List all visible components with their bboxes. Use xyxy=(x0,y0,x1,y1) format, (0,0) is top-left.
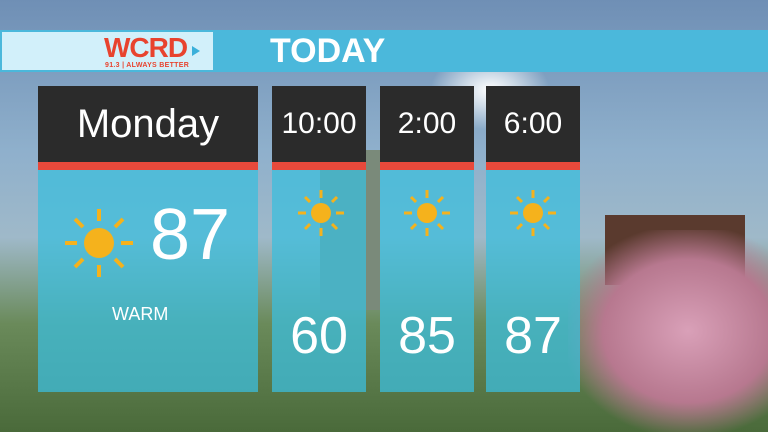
sun-icon xyxy=(404,190,450,236)
hour-time: 2:00 xyxy=(380,86,474,162)
hour-time: 10:00 xyxy=(272,86,366,162)
sun-icon xyxy=(510,190,556,236)
hour-panel: 10:00 60 xyxy=(272,86,366,392)
logo-tagline: 91.3 | ALWAYS BETTER xyxy=(105,62,190,69)
header-bar: WCRD 91.3 | ALWAYS BETTER TODAY xyxy=(0,30,768,72)
day-temp: 87 xyxy=(150,195,231,275)
hour-panel: 6:00 87 xyxy=(486,86,580,392)
sun-icon xyxy=(65,209,133,277)
day-condition: WARM xyxy=(112,304,169,324)
hour-panel: 2:00 85 xyxy=(380,86,474,392)
background-photo-tree xyxy=(568,230,768,432)
hour-temp: 87 xyxy=(504,307,562,365)
red-stripe xyxy=(380,162,474,170)
hour-temp: 60 xyxy=(290,307,348,365)
red-stripe xyxy=(38,162,258,170)
header-title: TODAY xyxy=(270,32,386,70)
sun-icon xyxy=(298,190,344,236)
hour-time: 6:00 xyxy=(486,86,580,162)
logo: WCRD 91.3 | ALWAYS BETTER xyxy=(2,32,213,70)
red-stripe xyxy=(486,162,580,170)
hour-temp: 85 xyxy=(398,307,456,365)
day-panel: Monday 87 WARM xyxy=(38,86,258,392)
day-label: Monday xyxy=(38,86,258,162)
logo-text: WCRD xyxy=(104,32,188,63)
red-stripe xyxy=(272,162,366,170)
play-icon xyxy=(192,46,200,56)
